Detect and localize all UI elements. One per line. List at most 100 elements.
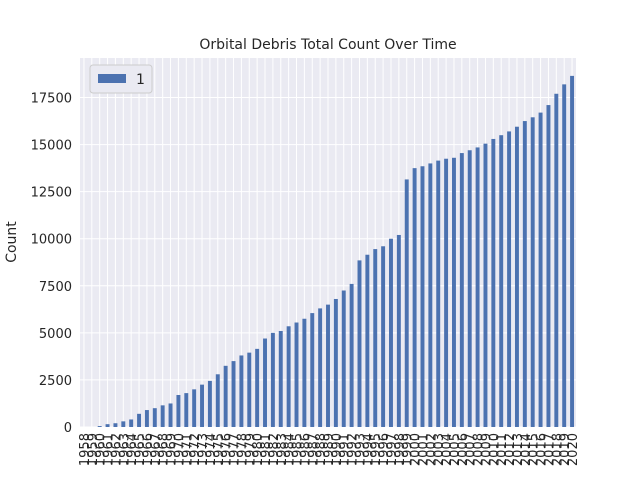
x-tick-label: 1993 xyxy=(353,433,368,466)
bar xyxy=(286,326,291,427)
x-tick-label: 1981 xyxy=(259,433,274,466)
bar xyxy=(554,93,559,427)
bar xyxy=(176,394,181,427)
x-tick-label: 1970 xyxy=(172,433,187,466)
bar xyxy=(152,408,157,427)
x-tick-label: 1998 xyxy=(393,433,408,466)
bar xyxy=(341,290,346,427)
x-tick-label: 1987 xyxy=(306,433,321,466)
x-tick-label: 2005 xyxy=(448,433,463,466)
x-tick-label: 2016 xyxy=(535,433,550,466)
bar xyxy=(113,423,118,427)
x-tick-label: 1960 xyxy=(94,433,109,466)
x-tick-label: 2002 xyxy=(424,433,439,466)
x-tick-label: 1975 xyxy=(212,433,227,466)
x-tick-label: 1962 xyxy=(109,433,124,466)
x-tick-label: 1992 xyxy=(346,433,361,466)
y-axis-label: Count xyxy=(4,221,20,263)
x-tick-label: 1965 xyxy=(133,433,148,466)
bar xyxy=(459,153,464,427)
x-tick-label: 1990 xyxy=(330,433,345,466)
bar xyxy=(373,249,378,427)
x-tick-label: 1991 xyxy=(338,433,353,466)
x-tick-label: 2009 xyxy=(479,433,494,466)
bar xyxy=(278,330,283,427)
bar xyxy=(333,298,338,427)
legend-label: 1 xyxy=(136,72,145,88)
bar xyxy=(349,283,354,427)
y-tick-label: 12500 xyxy=(31,186,72,201)
bar xyxy=(475,147,480,427)
x-tick-label: 1988 xyxy=(314,433,329,466)
x-tick-label: 1971 xyxy=(180,433,195,466)
x-tick-label: 2015 xyxy=(527,433,542,466)
bar xyxy=(467,150,472,427)
y-tick-label: 7500 xyxy=(39,280,72,295)
x-tick-label: 1997 xyxy=(385,433,400,466)
y-tick-label: 10000 xyxy=(31,233,72,248)
bar xyxy=(121,421,126,427)
bar xyxy=(247,352,252,427)
bar xyxy=(428,163,433,427)
bar xyxy=(396,234,401,427)
x-tick-label: 1972 xyxy=(188,433,203,466)
bar xyxy=(538,112,543,428)
bar xyxy=(436,160,441,427)
x-tick-label: 1979 xyxy=(243,433,258,466)
x-tick-label: 1973 xyxy=(196,433,211,466)
x-tick-label: 1989 xyxy=(322,433,337,466)
bar xyxy=(562,84,567,427)
x-tick-label: 1986 xyxy=(298,433,313,466)
y-tick-label: 0 xyxy=(64,421,72,436)
x-tick-label: 2011 xyxy=(495,433,510,466)
bar xyxy=(326,304,330,427)
x-tick-label: 1982 xyxy=(267,433,282,466)
bar xyxy=(514,126,519,428)
x-tick-label: 1976 xyxy=(220,433,235,466)
bar xyxy=(310,313,315,427)
bar xyxy=(223,365,228,427)
x-tick-label: 1995 xyxy=(369,433,384,466)
bar xyxy=(404,179,409,427)
x-tick-label: 1999 xyxy=(401,433,416,466)
x-tick-label: 2006 xyxy=(456,433,471,466)
bar xyxy=(420,166,425,427)
x-tick-label: 1974 xyxy=(204,433,219,466)
bar xyxy=(302,318,307,427)
bar xyxy=(263,338,267,427)
x-tick-label: 1961 xyxy=(102,433,117,466)
bar xyxy=(239,355,244,427)
bar xyxy=(570,75,575,428)
x-tick-label: 1969 xyxy=(165,433,180,466)
x-tick-label: 1984 xyxy=(283,433,298,466)
bar xyxy=(231,361,236,427)
x-tick-label: 2014 xyxy=(519,433,534,466)
x-tick-label: 1996 xyxy=(377,433,392,466)
bar xyxy=(546,105,551,427)
x-tick-label: 1968 xyxy=(157,433,172,466)
x-tick-label: 2019 xyxy=(558,433,573,466)
y-tick-label: 15000 xyxy=(31,139,72,154)
y-tick-label: 2500 xyxy=(39,374,72,389)
bar xyxy=(192,389,197,427)
x-tick-label: 1964 xyxy=(125,433,140,466)
x-tick-label: 1966 xyxy=(141,433,156,466)
bar xyxy=(129,419,134,427)
bar xyxy=(389,238,393,427)
bar xyxy=(530,117,535,427)
bar xyxy=(144,410,149,427)
x-tick-label: 1959 xyxy=(86,433,101,466)
bar xyxy=(207,380,212,427)
x-tick-label: 1977 xyxy=(228,433,243,466)
x-tick-label: 2001 xyxy=(416,433,431,466)
bar xyxy=(270,332,275,427)
bar xyxy=(168,403,173,427)
bar xyxy=(452,157,456,427)
bar xyxy=(499,135,504,427)
bar xyxy=(97,426,102,427)
bar xyxy=(294,322,299,427)
x-tick-label: 2007 xyxy=(464,433,479,466)
x-tick-label: 1963 xyxy=(117,433,132,466)
x-tick-label: 2012 xyxy=(503,433,518,466)
